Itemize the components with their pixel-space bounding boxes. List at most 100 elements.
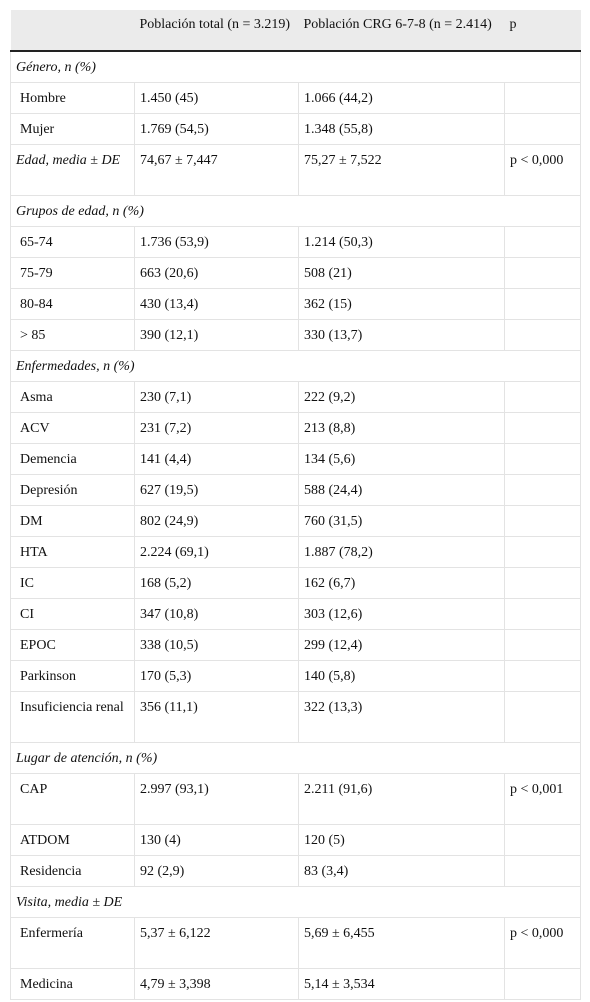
table-row: Medicina 4,79 ± 3,398 5,14 ± 3,534 — [10, 968, 581, 1000]
table-row: Residencia 92 (2,9) 83 (3,4) — [10, 855, 581, 887]
table-row: CAP 2.997 (93,1) 2.211 (91,6) p < 0,001 — [10, 773, 581, 825]
row-label: IC — [10, 567, 135, 599]
crg-population-cell: 303 (12,6) — [298, 598, 505, 630]
crg-population-cell: 508 (21) — [298, 257, 505, 289]
total-population-cell: 141 (4,4) — [134, 443, 299, 475]
p-value-cell — [504, 257, 581, 289]
p-value-cell — [504, 226, 581, 258]
total-population-cell: 802 (24,9) — [134, 505, 299, 537]
p-value-cell — [504, 412, 581, 444]
table-container: Población total (n = 3.219) Población CR… — [10, 10, 581, 1000]
row-label: Asma — [10, 381, 135, 413]
header-cell-crg-population: Población CRG 6-7-8 (n = 2.414) — [298, 10, 505, 52]
row-label: CAP — [10, 773, 135, 825]
row-label: HTA — [10, 536, 135, 568]
crg-population-cell: 362 (15) — [298, 288, 505, 320]
row-label: Depresión — [10, 474, 135, 506]
section-row: Género, n (%) — [10, 50, 581, 83]
row-label: Mujer — [10, 113, 135, 145]
table-row: HTA 2.224 (69,1) 1.887 (78,2) — [10, 536, 581, 568]
table-row: ACV 231 (7,2) 213 (8,8) — [10, 412, 581, 444]
p-value-cell — [504, 629, 581, 661]
section-label: Grupos de edad, n (%) — [10, 195, 581, 227]
row-label: ATDOM — [10, 824, 135, 856]
total-population-cell: 168 (5,2) — [134, 567, 299, 599]
crg-population-cell: 213 (8,8) — [298, 412, 505, 444]
header-row: Población total (n = 3.219) Población CR… — [10, 10, 581, 52]
table-row: Parkinson 170 (5,3) 140 (5,8) — [10, 660, 581, 692]
row-label: EPOC — [10, 629, 135, 661]
crg-population-cell: 140 (5,8) — [298, 660, 505, 692]
total-population-cell: 1.769 (54,5) — [134, 113, 299, 145]
section-row: Lugar de atención, n (%) — [10, 742, 581, 774]
p-value-cell — [504, 855, 581, 887]
table-row: Enfermería 5,37 ± 6,122 5,69 ± 6,455 p < 0,… — [10, 917, 581, 969]
section-row: Enfermedades, n (%) — [10, 350, 581, 382]
total-population-cell: 230 (7,1) — [134, 381, 299, 413]
row-label: 80-84 — [10, 288, 135, 320]
row-label: Edad, media ± DE — [10, 144, 135, 196]
p-value-cell — [504, 505, 581, 537]
p-value-cell — [504, 691, 581, 743]
section-row: Grupos de edad, n (%) — [10, 195, 581, 227]
total-population-cell: 1.736 (53,9) — [134, 226, 299, 258]
row-label: > 85 — [10, 319, 135, 351]
p-value-cell — [504, 474, 581, 506]
crg-population-cell: 322 (13,3) — [298, 691, 505, 743]
section-row: Visita, media ± DE — [10, 886, 581, 918]
table-row: EPOC 338 (10,5) 299 (12,4) — [10, 629, 581, 661]
table-row: Depresión 627 (19,5) 588 (24,4) — [10, 474, 581, 506]
crg-population-cell: 120 (5) — [298, 824, 505, 856]
crg-population-cell: 5,69 ± 6,455 — [298, 917, 505, 969]
total-population-cell: 627 (19,5) — [134, 474, 299, 506]
total-population-cell: 1.450 (45) — [134, 82, 299, 114]
crg-population-cell: 330 (13,7) — [298, 319, 505, 351]
row-label: ACV — [10, 412, 135, 444]
total-population-cell: 347 (10,8) — [134, 598, 299, 630]
table-row: Mujer 1.769 (54,5) 1.348 (55,8) — [10, 113, 581, 145]
total-population-cell: 92 (2,9) — [134, 855, 299, 887]
crg-population-cell: 588 (24,4) — [298, 474, 505, 506]
p-value-cell — [504, 288, 581, 320]
total-population-cell: 74,67 ± 7,447 — [134, 144, 299, 196]
section-label: Lugar de atención, n (%) — [10, 742, 581, 774]
total-population-cell: 356 (11,1) — [134, 691, 299, 743]
table-row: Asma 230 (7,1) 222 (9,2) — [10, 381, 581, 413]
crg-population-cell: 134 (5,6) — [298, 443, 505, 475]
row-label: Insuficiencia renal — [10, 691, 135, 743]
crg-population-cell: 1.066 (44,2) — [298, 82, 505, 114]
table-header: Población total (n = 3.219) Población CR… — [10, 10, 581, 52]
total-population-cell: 170 (5,3) — [134, 660, 299, 692]
p-value-cell — [504, 536, 581, 568]
crg-population-cell: 1.348 (55,8) — [298, 113, 505, 145]
table-row: ATDOM 130 (4) 120 (5) — [10, 824, 581, 856]
p-value-cell: p < 0,000 — [504, 917, 581, 969]
p-value-cell — [504, 381, 581, 413]
total-population-cell: 390 (12,1) — [134, 319, 299, 351]
crg-population-cell: 222 (9,2) — [298, 381, 505, 413]
crg-population-cell: 5,14 ± 3,534 — [298, 968, 505, 1000]
header-cell-p-value: p — [504, 10, 581, 52]
p-value-cell — [504, 824, 581, 856]
p-value-cell — [504, 660, 581, 692]
table-row: 80-84 430 (13,4) 362 (15) — [10, 288, 581, 320]
row-label: CI — [10, 598, 135, 630]
table-row: CI 347 (10,8) 303 (12,6) — [10, 598, 581, 630]
p-value-cell — [504, 82, 581, 114]
total-population-cell: 2.224 (69,1) — [134, 536, 299, 568]
p-value-cell — [504, 443, 581, 475]
crg-population-cell: 299 (12,4) — [298, 629, 505, 661]
row-label: Medicina — [10, 968, 135, 1000]
table-row: IC 168 (5,2) 162 (6,7) — [10, 567, 581, 599]
p-value-cell — [504, 567, 581, 599]
total-population-cell: 130 (4) — [134, 824, 299, 856]
p-value-cell — [504, 968, 581, 1000]
p-value-cell — [504, 113, 581, 145]
table-row: Edad, media ± DE 74,67 ± 7,447 75,27 ± 7,5… — [10, 144, 581, 196]
p-value-cell: p < 0,001 — [504, 773, 581, 825]
total-population-cell: 430 (13,4) — [134, 288, 299, 320]
total-population-cell: 4,79 ± 3,398 — [134, 968, 299, 1000]
crg-population-cell: 83 (3,4) — [298, 855, 505, 887]
crg-population-cell: 75,27 ± 7,522 — [298, 144, 505, 196]
total-population-cell: 2.997 (93,1) — [134, 773, 299, 825]
